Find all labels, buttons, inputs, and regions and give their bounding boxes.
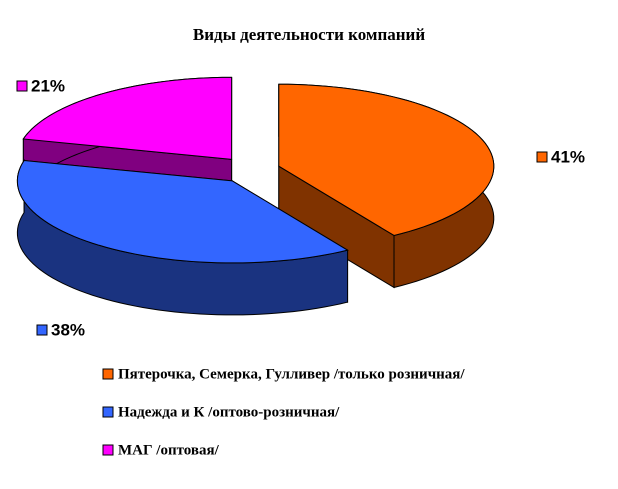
legend-label: МАГ /оптовая/ [118,442,220,458]
data-label: 38% [51,320,85,339]
legend-label: Надежда и К /оптово-розничная/ [118,404,340,420]
slice [22,76,233,160]
data-label: 41% [551,147,585,166]
label-swatch [36,324,48,336]
data-label: 21% [31,76,65,95]
slice [278,83,495,237]
legend-label: Пятерочка, Семерка, Гулливер /только роз… [118,366,465,382]
chart-title: Виды деятельности компаний [193,25,425,44]
legend-swatch [102,444,114,456]
label-swatch [16,80,28,92]
legend-swatch [102,406,114,418]
slice [16,160,349,264]
legend-swatch [102,368,114,380]
label-swatch [536,151,548,163]
